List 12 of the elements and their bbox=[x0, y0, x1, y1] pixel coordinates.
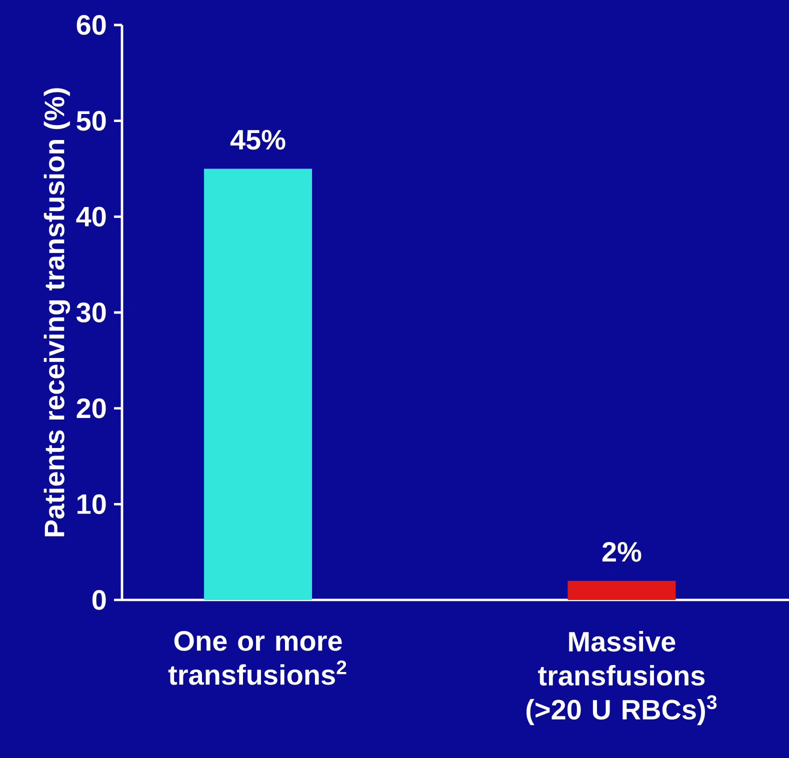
x-tick-label: One or more transfusions$^{2}$ bbox=[168, 631, 346, 685]
y-tick-label: 30 bbox=[76, 302, 106, 322]
data-label: 45% bbox=[230, 130, 286, 150]
y-tick-label: 20 bbox=[76, 398, 106, 418]
y-tick-label: 10 bbox=[78, 494, 106, 514]
y-tick-label: 60 bbox=[76, 15, 106, 35]
y-tick-label: 0 bbox=[92, 590, 106, 610]
y-axis-title: Patients receiving transfusion (%) bbox=[44, 88, 70, 536]
data-label: 2% bbox=[602, 542, 642, 562]
y-tick-label: 50 bbox=[76, 110, 106, 131]
y-tick-label: 40 bbox=[76, 206, 106, 227]
x-tick-label: Massive transfusions (>20 U RBCs)$^{3}$ bbox=[526, 631, 717, 726]
